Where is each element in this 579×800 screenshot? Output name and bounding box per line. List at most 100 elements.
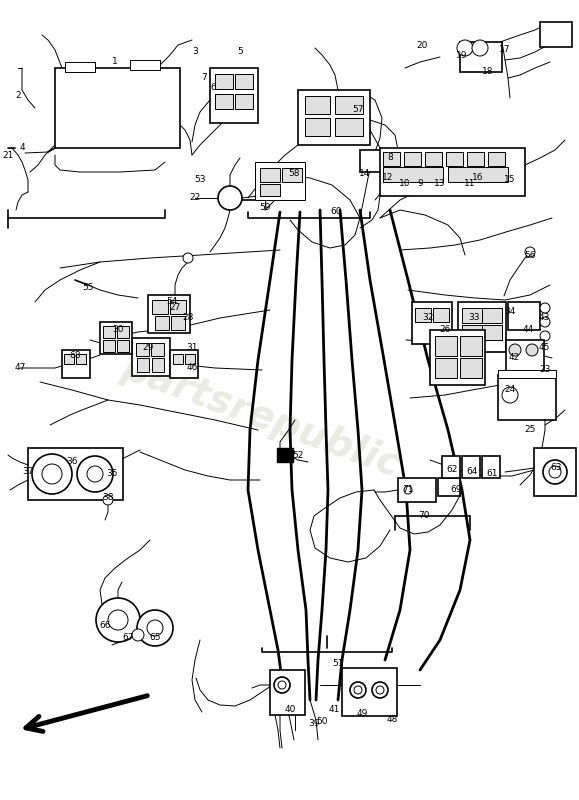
Bar <box>446 152 463 166</box>
Text: 36: 36 <box>66 458 78 466</box>
Bar <box>383 167 443 182</box>
Text: 54: 54 <box>166 298 178 306</box>
Bar <box>435 358 457 378</box>
Circle shape <box>350 682 366 698</box>
Text: 63: 63 <box>550 463 562 473</box>
Bar <box>117 340 129 352</box>
Text: 16: 16 <box>472 174 483 182</box>
Bar <box>62 350 90 378</box>
Text: 55: 55 <box>82 283 94 293</box>
Text: 5: 5 <box>237 47 243 57</box>
Bar <box>260 168 280 182</box>
Bar <box>171 316 185 330</box>
Bar <box>342 668 397 716</box>
Text: 13: 13 <box>434 178 446 187</box>
Text: 48: 48 <box>386 715 398 725</box>
Text: 28: 28 <box>182 314 194 322</box>
Text: 1: 1 <box>112 58 118 66</box>
Bar <box>64 354 74 364</box>
Text: 46: 46 <box>186 363 197 373</box>
Text: 15: 15 <box>504 175 516 185</box>
Circle shape <box>376 686 384 694</box>
Bar <box>130 60 160 70</box>
Bar <box>335 118 363 136</box>
Bar <box>151 343 164 356</box>
Text: 10: 10 <box>400 178 411 187</box>
Circle shape <box>540 303 550 313</box>
Bar <box>404 152 421 166</box>
Text: partsrepublic: partsrepublic <box>116 348 405 484</box>
Circle shape <box>32 454 72 494</box>
Bar <box>467 152 484 166</box>
Bar <box>148 295 190 333</box>
Text: 64: 64 <box>466 467 478 477</box>
Text: 52: 52 <box>292 451 304 461</box>
Text: 43: 43 <box>538 314 549 322</box>
Text: 32: 32 <box>422 314 434 322</box>
Text: 37: 37 <box>22 467 34 477</box>
Bar <box>132 338 170 376</box>
Text: 58: 58 <box>288 170 300 178</box>
Bar <box>103 326 115 338</box>
Circle shape <box>42 464 62 484</box>
Text: 22: 22 <box>189 194 201 202</box>
Bar <box>498 375 556 420</box>
Text: 8: 8 <box>387 154 393 162</box>
Bar <box>435 336 457 356</box>
Text: 31: 31 <box>186 343 198 353</box>
Bar <box>152 300 168 314</box>
Bar <box>462 325 482 340</box>
Text: 21: 21 <box>2 150 14 159</box>
Text: 17: 17 <box>499 46 511 54</box>
Circle shape <box>278 681 286 689</box>
Text: 57: 57 <box>352 106 364 114</box>
Bar <box>136 343 149 356</box>
Bar <box>76 354 86 364</box>
Bar <box>298 90 370 145</box>
Circle shape <box>457 40 473 56</box>
Text: 34: 34 <box>504 307 516 317</box>
Text: 51: 51 <box>332 659 344 669</box>
Bar <box>65 62 95 72</box>
Text: 38: 38 <box>102 494 113 502</box>
Bar <box>438 478 460 496</box>
Text: 24: 24 <box>504 386 516 394</box>
Text: 47: 47 <box>14 363 25 373</box>
Text: 35: 35 <box>107 469 118 478</box>
Text: 49: 49 <box>356 710 368 718</box>
Circle shape <box>526 344 538 356</box>
Bar <box>100 322 132 354</box>
Text: 20: 20 <box>416 41 428 50</box>
Bar <box>360 150 390 172</box>
Text: 23: 23 <box>539 366 551 374</box>
Bar <box>488 152 505 166</box>
Bar <box>173 354 183 364</box>
Text: 45: 45 <box>538 343 549 353</box>
Text: 9: 9 <box>417 178 423 187</box>
Bar <box>215 94 233 109</box>
Bar <box>506 340 544 372</box>
Bar <box>210 68 258 123</box>
Text: 26: 26 <box>439 326 450 334</box>
Text: 3: 3 <box>192 47 198 57</box>
Text: 68: 68 <box>69 351 80 361</box>
Circle shape <box>218 186 242 210</box>
Bar <box>28 448 123 500</box>
Bar <box>460 358 482 378</box>
Bar <box>425 152 442 166</box>
Circle shape <box>372 682 388 698</box>
Text: 14: 14 <box>360 170 371 178</box>
Bar <box>117 326 129 338</box>
Bar <box>460 42 502 72</box>
Bar <box>282 168 302 182</box>
Bar <box>482 308 502 323</box>
Bar <box>433 308 449 322</box>
Bar <box>305 118 330 136</box>
Bar <box>398 478 436 502</box>
Bar <box>462 308 482 323</box>
Text: 30: 30 <box>112 326 124 334</box>
Bar <box>458 302 506 352</box>
Circle shape <box>540 331 550 341</box>
Circle shape <box>103 495 113 505</box>
Bar <box>540 22 572 47</box>
